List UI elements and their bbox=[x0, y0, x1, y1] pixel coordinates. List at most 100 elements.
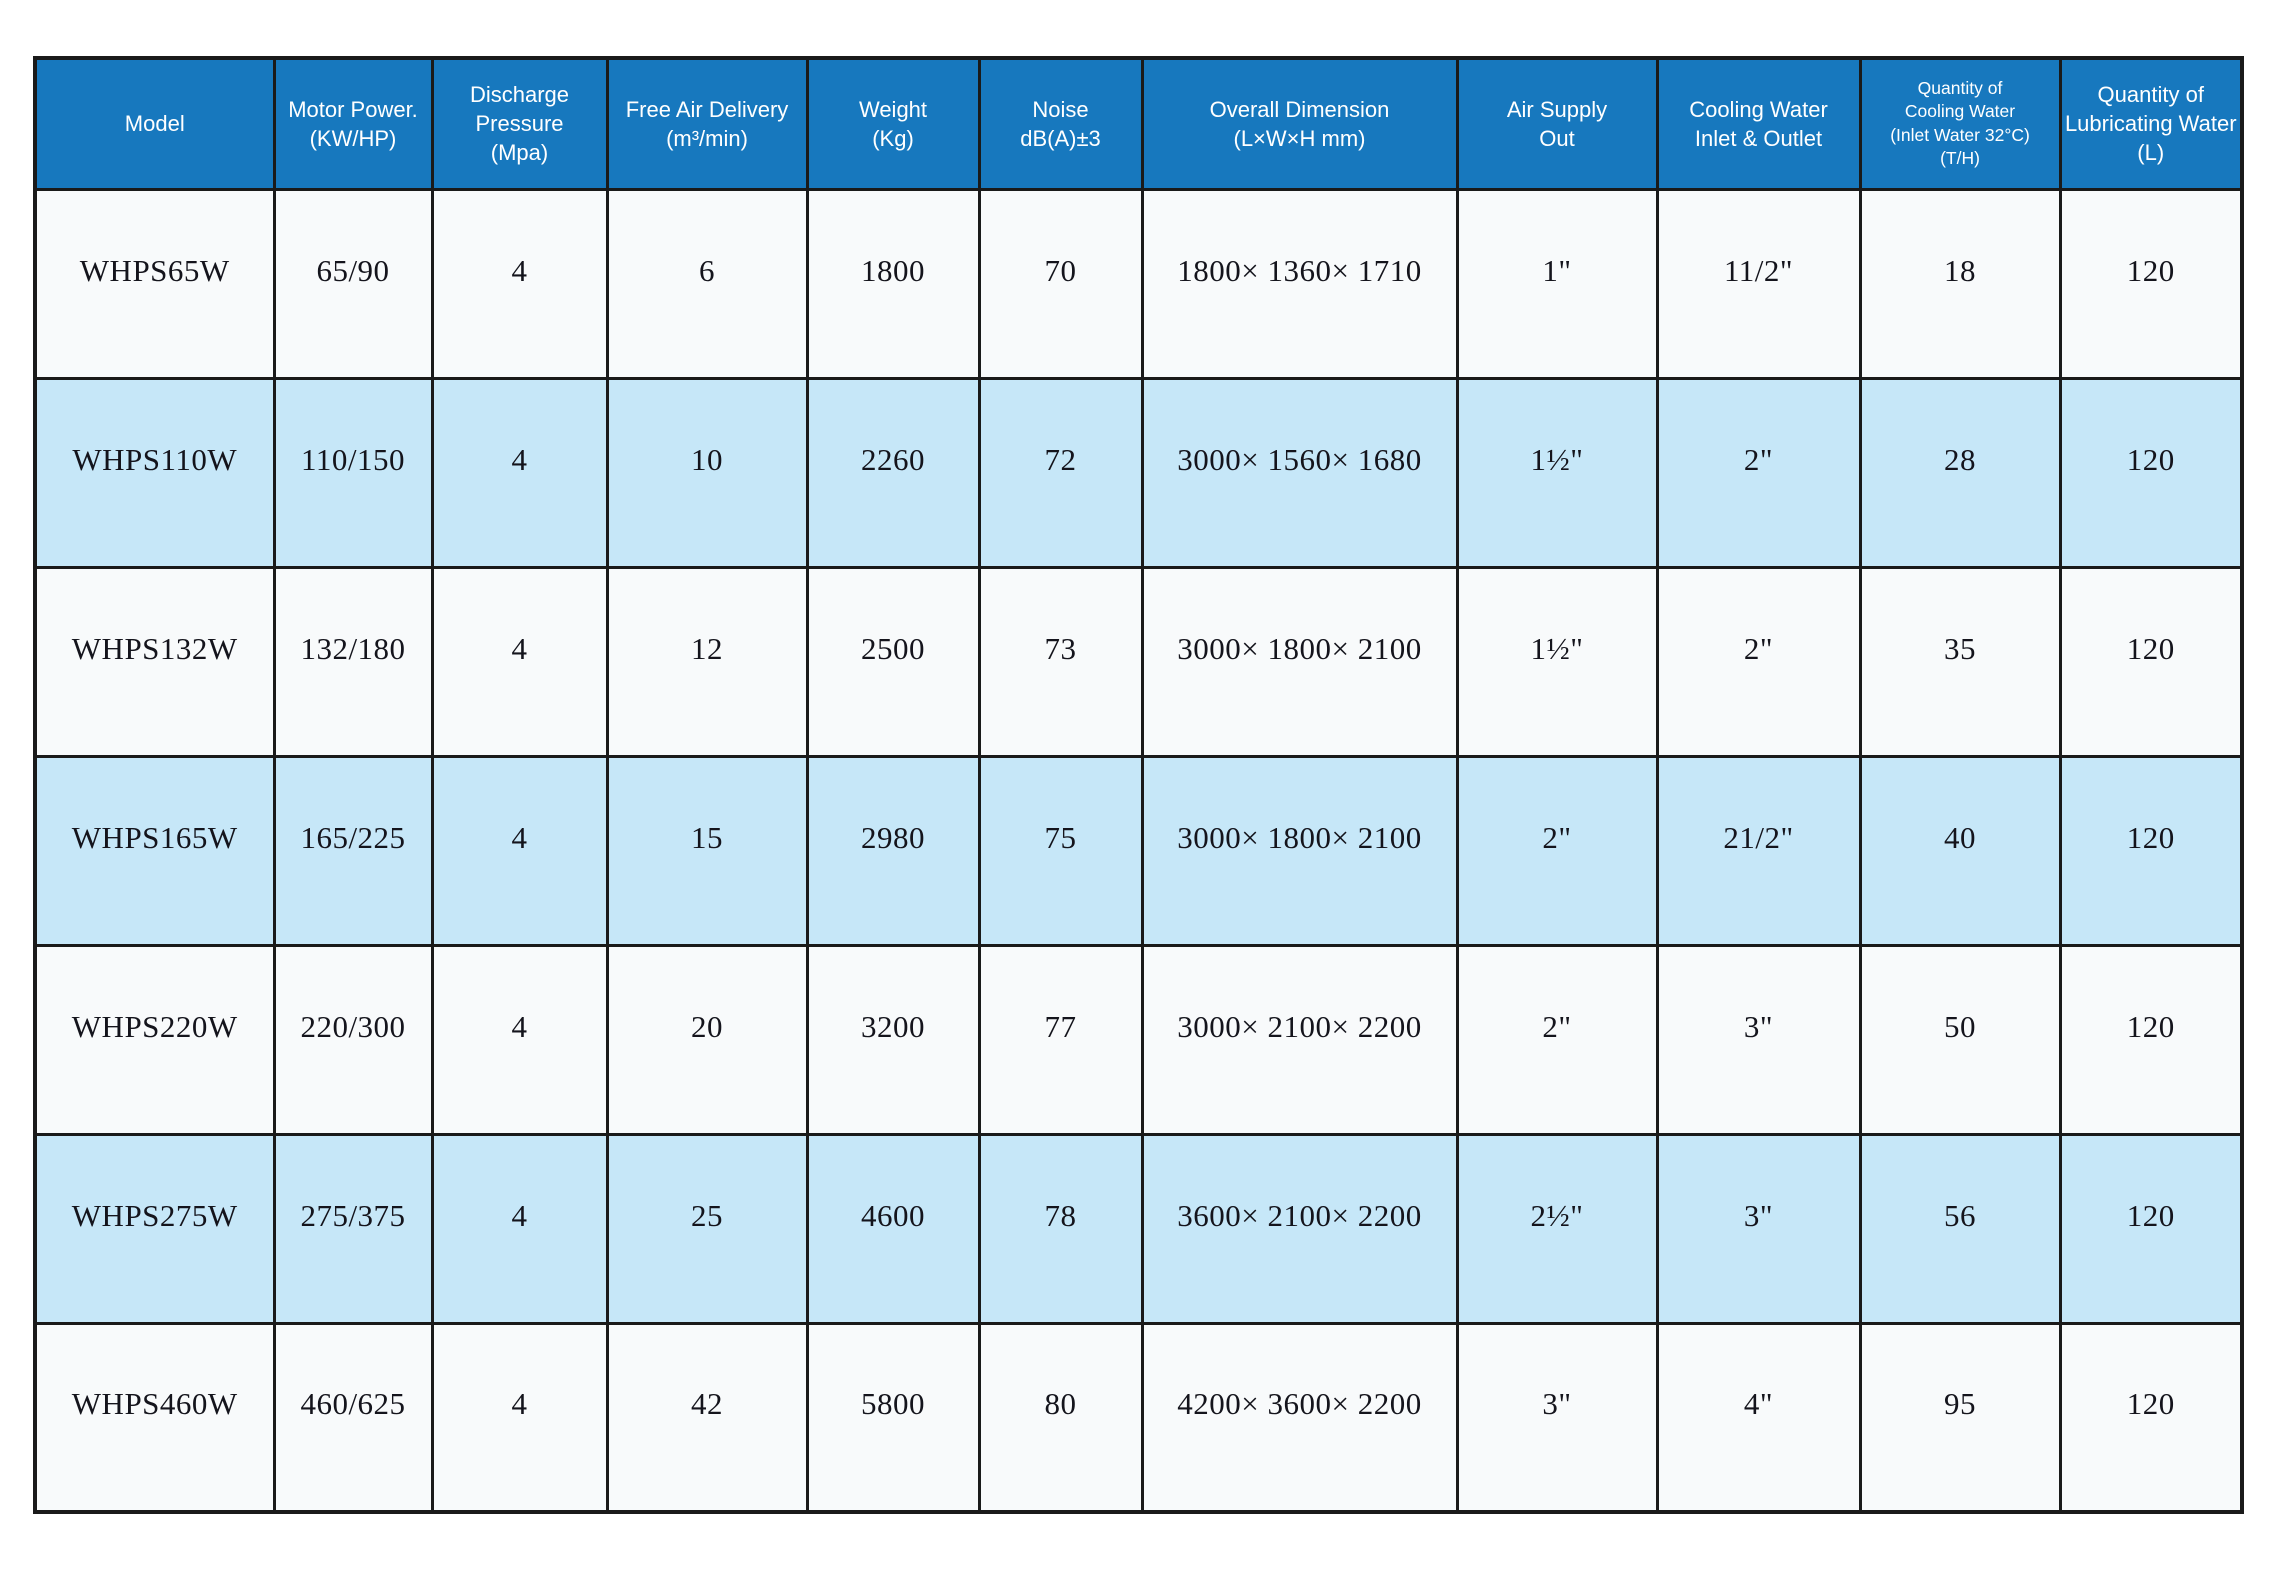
cell-weight: 4600 bbox=[805, 1132, 981, 1325]
cell-overall_dimension: 3000× 1800× 2100 bbox=[1140, 754, 1459, 947]
cell-model: WHPS65W bbox=[33, 187, 276, 380]
cell-air_supply_out: 1" bbox=[1455, 187, 1659, 380]
cell-qty_lubricating_water: 120 bbox=[2058, 943, 2244, 1136]
cell-free_air_delivery: 10 bbox=[605, 376, 809, 569]
column-header-noise: Noise dB(A)±3 bbox=[977, 56, 1144, 191]
column-header-motor-power: Motor Power. (KW/HP) bbox=[272, 56, 434, 191]
column-header-discharge-pressure: Discharge Pressure (Mpa) bbox=[430, 56, 609, 191]
cell-discharge_pressure: 4 bbox=[430, 1132, 609, 1325]
cell-qty_lubricating_water: 120 bbox=[2058, 1321, 2244, 1514]
cell-model: WHPS110W bbox=[33, 376, 276, 569]
cell-noise: 75 bbox=[977, 754, 1144, 947]
cell-noise: 73 bbox=[977, 565, 1144, 758]
cell-qty_cooling_water: 95 bbox=[1858, 1321, 2062, 1514]
cell-air_supply_out: 2½" bbox=[1455, 1132, 1659, 1325]
cell-model: WHPS275W bbox=[33, 1132, 276, 1325]
cell-cooling_water_inlet_outlet: 3" bbox=[1655, 1132, 1862, 1325]
column-header-air-supply-out: Air Supply Out bbox=[1455, 56, 1659, 191]
cell-discharge_pressure: 4 bbox=[430, 187, 609, 380]
cell-qty_cooling_water: 18 bbox=[1858, 187, 2062, 380]
table-row: WHPS220W 220/300 4 20 3200 77 3000× 2100× 2200… bbox=[33, 943, 2244, 1136]
cell-discharge_pressure: 4 bbox=[430, 1321, 609, 1514]
cell-overall_dimension: 4200× 3600× 2200 bbox=[1140, 1321, 1459, 1514]
table-row: WHPS110W 110/150 4 10 2260 72 3000× 1560× 1680… bbox=[33, 376, 2244, 569]
table-row: WHPS275W 275/375 4 25 4600 78 3600× 2100× 2200… bbox=[33, 1132, 2244, 1325]
cell-discharge_pressure: 4 bbox=[430, 376, 609, 569]
cell-overall_dimension: 3600× 2100× 2200 bbox=[1140, 1132, 1459, 1325]
cell-cooling_water_inlet_outlet: 2" bbox=[1655, 376, 1862, 569]
column-header-qty-cooling-water: Quantity of Cooling Water (Inlet Water 3… bbox=[1858, 56, 2062, 191]
cell-qty_cooling_water: 40 bbox=[1858, 754, 2062, 947]
cell-motor_power: 220/300 bbox=[272, 943, 434, 1136]
cell-qty_lubricating_water: 120 bbox=[2058, 376, 2244, 569]
cell-overall_dimension: 3000× 2100× 2200 bbox=[1140, 943, 1459, 1136]
column-header-free-air-delivery: Free Air Delivery (m³/min) bbox=[605, 56, 809, 191]
table-row: WHPS460W 460/625 4 42 5800 80 4200× 3600× 2200… bbox=[33, 1321, 2244, 1514]
column-header-overall-dimension: Overall Dimension (L×W×H mm) bbox=[1140, 56, 1459, 191]
cell-motor_power: 110/150 bbox=[272, 376, 434, 569]
cell-weight: 5800 bbox=[805, 1321, 981, 1514]
spec-table-container: Model Motor Power. (KW/HP) Discharge Pre… bbox=[33, 56, 2244, 1514]
cell-noise: 72 bbox=[977, 376, 1144, 569]
column-header-model: Model bbox=[33, 56, 276, 191]
cell-qty_lubricating_water: 120 bbox=[2058, 565, 2244, 758]
table-row: WHPS132W 132/180 4 12 2500 73 3000× 1800× 2100… bbox=[33, 565, 2244, 758]
cell-motor_power: 460/625 bbox=[272, 1321, 434, 1514]
cell-motor_power: 132/180 bbox=[272, 565, 434, 758]
cell-cooling_water_inlet_outlet: 21/2" bbox=[1655, 754, 1862, 947]
cell-qty_lubricating_water: 120 bbox=[2058, 187, 2244, 380]
spec-table: Model Motor Power. (KW/HP) Discharge Pre… bbox=[33, 56, 2244, 1514]
cell-cooling_water_inlet_outlet: 11/2" bbox=[1655, 187, 1862, 380]
cell-weight: 2500 bbox=[805, 565, 981, 758]
cell-noise: 70 bbox=[977, 187, 1144, 380]
cell-model: WHPS132W bbox=[33, 565, 276, 758]
cell-qty_lubricating_water: 120 bbox=[2058, 1132, 2244, 1325]
cell-motor_power: 275/375 bbox=[272, 1132, 434, 1325]
cell-qty_lubricating_water: 120 bbox=[2058, 754, 2244, 947]
cell-weight: 3200 bbox=[805, 943, 981, 1136]
cell-discharge_pressure: 4 bbox=[430, 943, 609, 1136]
cell-free_air_delivery: 6 bbox=[605, 187, 809, 380]
cell-overall_dimension: 3000× 1800× 2100 bbox=[1140, 565, 1459, 758]
cell-weight: 1800 bbox=[805, 187, 981, 380]
column-header-qty-lubricating-water: Quantity of Lubricating Water (L) bbox=[2058, 56, 2244, 191]
cell-qty_cooling_water: 35 bbox=[1858, 565, 2062, 758]
table-row: WHPS65W 65/90 4 6 1800 70 1800× 1360× 1710 1" 11… bbox=[33, 187, 2244, 380]
cell-free_air_delivery: 12 bbox=[605, 565, 809, 758]
cell-free_air_delivery: 42 bbox=[605, 1321, 809, 1514]
cell-discharge_pressure: 4 bbox=[430, 565, 609, 758]
column-header-weight: Weight (Kg) bbox=[805, 56, 981, 191]
cell-cooling_water_inlet_outlet: 3" bbox=[1655, 943, 1862, 1136]
table-row: WHPS165W 165/225 4 15 2980 75 3000× 1800× 2100… bbox=[33, 754, 2244, 947]
cell-noise: 80 bbox=[977, 1321, 1144, 1514]
cell-cooling_water_inlet_outlet: 2" bbox=[1655, 565, 1862, 758]
column-header-cooling-water-inlet-outlet: Cooling Water Inlet & Outlet bbox=[1655, 56, 1862, 191]
cell-free_air_delivery: 15 bbox=[605, 754, 809, 947]
cell-overall_dimension: 3000× 1560× 1680 bbox=[1140, 376, 1459, 569]
cell-weight: 2260 bbox=[805, 376, 981, 569]
cell-qty_cooling_water: 56 bbox=[1858, 1132, 2062, 1325]
spec-table-body: WHPS65W 65/90 4 6 1800 70 1800× 1360× 1710 1" 11… bbox=[33, 187, 2244, 1514]
cell-model: WHPS165W bbox=[33, 754, 276, 947]
cell-air_supply_out: 1½" bbox=[1455, 565, 1659, 758]
header-row: Model Motor Power. (KW/HP) Discharge Pre… bbox=[33, 56, 2244, 191]
cell-discharge_pressure: 4 bbox=[430, 754, 609, 947]
cell-motor_power: 65/90 bbox=[272, 187, 434, 380]
cell-cooling_water_inlet_outlet: 4" bbox=[1655, 1321, 1862, 1514]
cell-free_air_delivery: 20 bbox=[605, 943, 809, 1136]
cell-model: WHPS460W bbox=[33, 1321, 276, 1514]
cell-model: WHPS220W bbox=[33, 943, 276, 1136]
cell-air_supply_out: 3" bbox=[1455, 1321, 1659, 1514]
cell-noise: 78 bbox=[977, 1132, 1144, 1325]
cell-qty_cooling_water: 50 bbox=[1858, 943, 2062, 1136]
cell-air_supply_out: 2" bbox=[1455, 754, 1659, 947]
spec-table-header: Model Motor Power. (KW/HP) Discharge Pre… bbox=[33, 56, 2244, 191]
cell-free_air_delivery: 25 bbox=[605, 1132, 809, 1325]
cell-weight: 2980 bbox=[805, 754, 981, 947]
cell-air_supply_out: 2" bbox=[1455, 943, 1659, 1136]
cell-qty_cooling_water: 28 bbox=[1858, 376, 2062, 569]
cell-noise: 77 bbox=[977, 943, 1144, 1136]
cell-overall_dimension: 1800× 1360× 1710 bbox=[1140, 187, 1459, 380]
cell-motor_power: 165/225 bbox=[272, 754, 434, 947]
cell-air_supply_out: 1½" bbox=[1455, 376, 1659, 569]
